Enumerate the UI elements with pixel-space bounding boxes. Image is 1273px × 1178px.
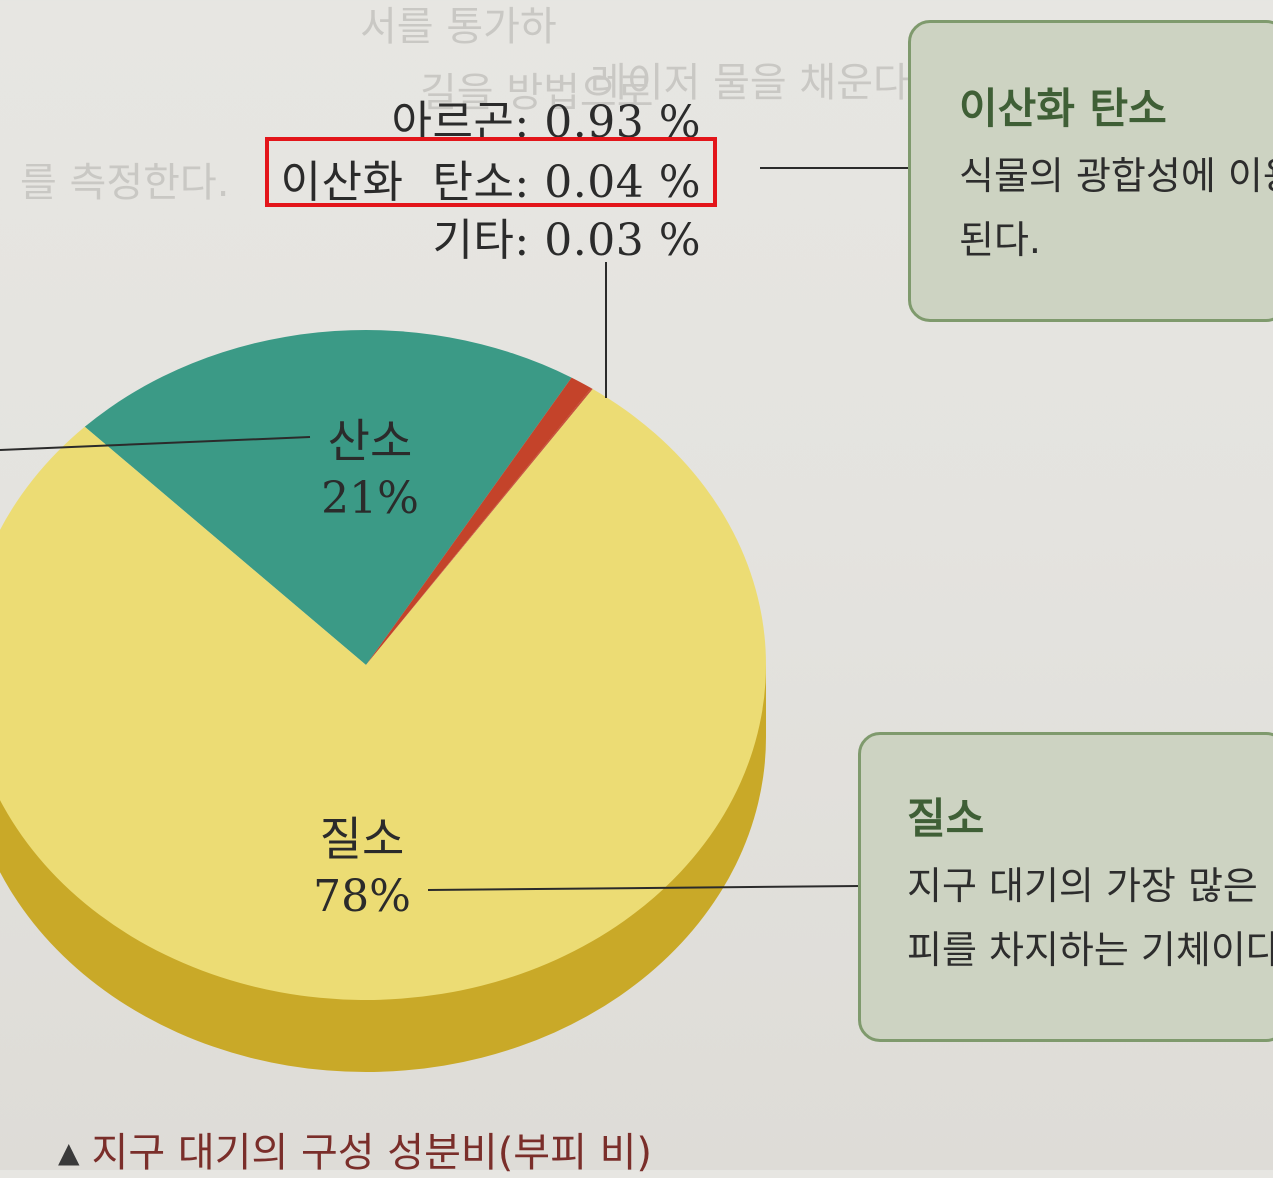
nitrogen-slice-label: 질소 78% xyxy=(292,810,432,926)
co2-callout-line1: 식물의 광합성에 이용 xyxy=(959,154,1273,198)
co2-callout-line2: 된다. xyxy=(959,218,1041,262)
nitrogen-callout-line1: 지구 대기의 가장 많은 xyxy=(907,864,1258,908)
co2-value: : 0.04 % xyxy=(514,157,701,208)
pie-group xyxy=(0,330,766,1072)
nitrogen-value: 78% xyxy=(313,871,411,922)
co2-label: 이산화 탄소: 0.04 % xyxy=(281,146,701,210)
bleed-through-text-4: 레이저 물을 채운다 xyxy=(590,60,910,106)
other-label: 기타: 0.03 % xyxy=(432,204,701,268)
oxygen-leader-line xyxy=(0,436,311,451)
oxygen-slice xyxy=(84,330,572,665)
argon-slice xyxy=(366,377,592,665)
nitrogen-callout: 질소 지구 대기의 가장 많은 피를 차지하는 기체이다 xyxy=(858,732,1273,1042)
oxygen-value: 21% xyxy=(321,473,419,524)
triangle-marker-icon: ▲ xyxy=(58,1136,80,1169)
co2-name: 이산화 탄소 xyxy=(280,157,515,208)
co2-callout: 이산화 탄소 식물의 광합성에 이용 된다. xyxy=(908,20,1273,322)
other-slice xyxy=(366,388,593,665)
co2-highlight-box xyxy=(265,137,717,207)
co2-callout-title: 이산화 탄소 xyxy=(959,84,1167,133)
nitrogen-callout-leader-line xyxy=(427,885,861,891)
oxygen-name: 산소 xyxy=(327,414,413,468)
figure-caption: ▲ 지구 대기의 구성 성분비(부피 비) xyxy=(58,1120,652,1178)
nitrogen-name: 질소 xyxy=(319,812,405,866)
co2-slice xyxy=(366,388,593,665)
leader-lines xyxy=(0,167,910,891)
other-name: 기타 xyxy=(432,215,515,266)
nitrogen-callout-line2: 피를 차지하는 기체이다 xyxy=(907,928,1273,972)
bleed-through-text-2: 길을 방법으로 xyxy=(420,70,654,116)
bleed-through-text-1: 서를 통가하 xyxy=(360,4,557,50)
caption-text: 지구 대기의 구성 성분비(부피 비) xyxy=(91,1130,653,1176)
oxygen-slice-label: 산소 21% xyxy=(300,412,440,528)
other-value: : 0.03 % xyxy=(514,215,701,266)
nitrogen-slice xyxy=(0,388,766,1000)
bleed-through-text-3: 를 측정한다. xyxy=(20,160,230,206)
nitrogen-callout-title: 질소 xyxy=(907,794,985,843)
